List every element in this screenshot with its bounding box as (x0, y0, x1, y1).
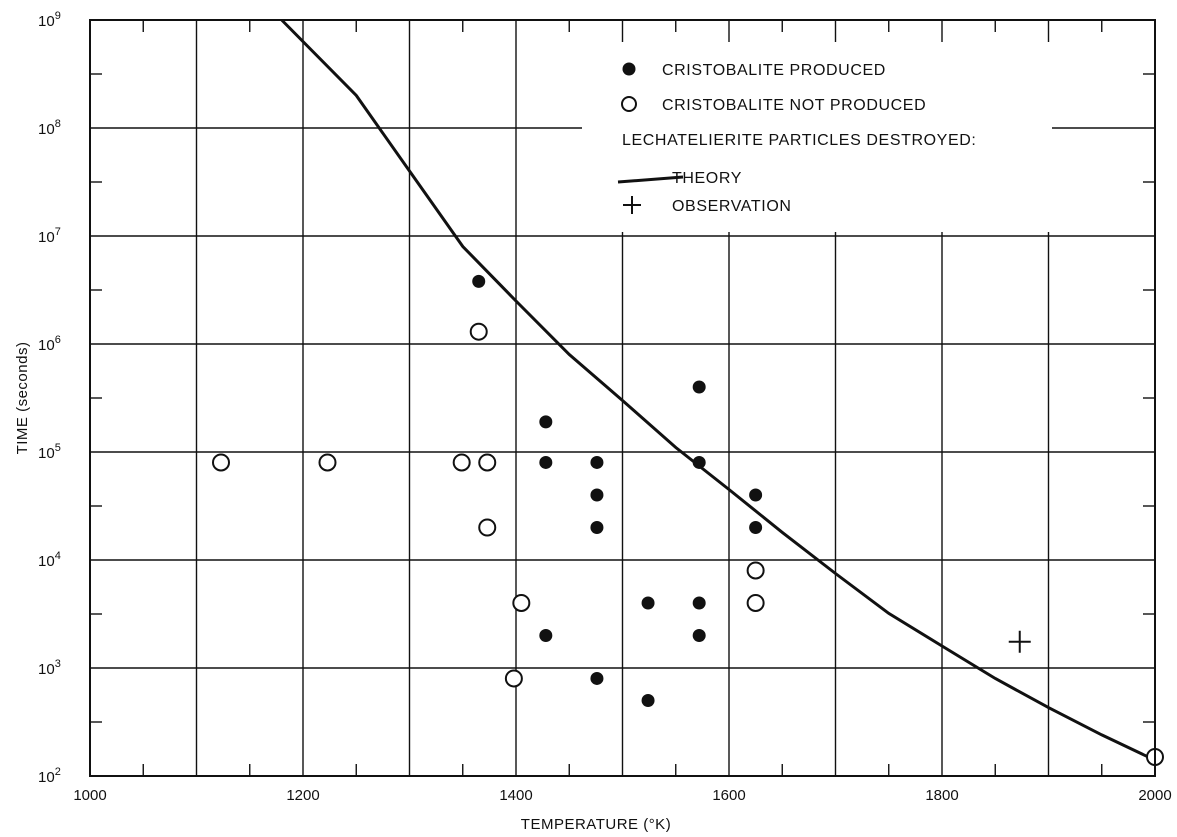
legend-background (582, 42, 1052, 232)
produced-point (692, 628, 706, 642)
legend-theory-label: THEORY (672, 170, 742, 187)
tick-labels: 1000 1200 1400 1600 1800 2000 102 103 104 105 106 1… (38, 10, 1172, 804)
not-produced-point (512, 593, 531, 612)
not-produced-point (318, 453, 337, 472)
not-produced-point (452, 453, 471, 472)
x-tick-label: 1200 (286, 787, 319, 804)
produced-point (539, 415, 553, 429)
x-axis-label: TEMPERATURE (°K) (521, 816, 671, 833)
legend-theory-line-icon (617, 175, 684, 184)
y-axis-label: TIME (seconds) (14, 342, 31, 455)
legend-open-circle-icon (621, 96, 637, 112)
legend-produced-label: CRISTOBALITE PRODUCED (662, 62, 886, 79)
not-produced-point (469, 322, 488, 341)
y-tick-label: 106 (38, 334, 61, 354)
produced-point (749, 488, 763, 502)
not-produced-point (746, 561, 765, 580)
produced-point (539, 455, 553, 469)
not-produced-point (478, 453, 497, 472)
produced-point (590, 520, 604, 534)
not-produced-point (211, 453, 230, 472)
produced-point (590, 455, 604, 469)
not-produced-point (478, 518, 497, 537)
y-tick-label: 104 (38, 550, 61, 570)
produced-point (641, 596, 655, 610)
legend-observation-label: OBSERVATION (672, 198, 792, 215)
legend: CRISTOBALITE PRODUCED CRISTOBALITE NOT P… (582, 42, 1052, 232)
y-tick-label: 108 (38, 118, 61, 138)
produced-point (692, 455, 706, 469)
not-produced-point (746, 593, 765, 612)
y-tick-label: 109 (38, 10, 61, 30)
observation-point (1008, 630, 1031, 653)
not-produced-point (504, 669, 523, 688)
theory-curve-layer (280, 18, 1156, 762)
produced-point (539, 628, 553, 642)
theory-curve (280, 18, 1156, 762)
produced-point (692, 596, 706, 610)
y-tick-label: 105 (38, 442, 61, 462)
legend-plus-icon (623, 196, 641, 214)
produced-point (641, 694, 655, 708)
produced-point (472, 274, 486, 288)
produced-point (590, 488, 604, 502)
y-tick-label: 102 (38, 766, 61, 786)
x-tick-label: 2000 (1138, 787, 1171, 804)
x-tick-label: 1800 (925, 787, 958, 804)
plot-frame (89, 19, 1156, 777)
legend-filled-circle-icon (622, 62, 636, 76)
produced-point (590, 671, 604, 685)
legend-not-produced-label: CRISTOBALITE NOT PRODUCED (662, 97, 926, 114)
y-tick-label: 103 (38, 658, 61, 678)
produced-point (749, 520, 763, 534)
produced-point (692, 380, 706, 394)
legend-destroyed-header: LECHATELIERITE PARTICLES DESTROYED: (622, 132, 976, 149)
data-points-layer (211, 274, 1164, 766)
y-tick-label: 107 (38, 226, 61, 246)
x-tick-label: 1000 (73, 787, 106, 804)
x-tick-label: 1600 (712, 787, 745, 804)
x-tick-label: 1400 (499, 787, 532, 804)
